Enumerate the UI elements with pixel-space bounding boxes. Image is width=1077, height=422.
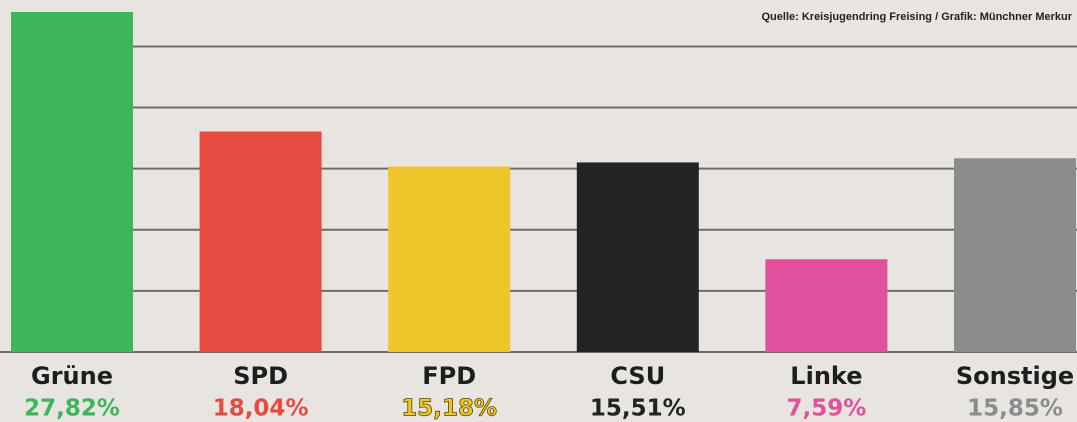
value-label: 7,59% [787, 396, 867, 422]
bar [765, 259, 888, 352]
value-label: 18,04% [213, 396, 309, 422]
category-label: FPD [422, 362, 476, 390]
bar [11, 11, 133, 352]
category-label: Grüne [31, 362, 113, 390]
category-label: SPD [233, 362, 288, 390]
value-label: 27,82% [24, 396, 120, 422]
bar [954, 158, 1076, 352]
category-label: Sonstige [956, 362, 1074, 390]
category-label: CSU [610, 362, 665, 390]
value-label: 15,51% [590, 396, 686, 422]
bar [388, 166, 511, 352]
value-label: 15,18% [401, 396, 497, 422]
source-note: Quelle: Kreisjugendring Freising / Grafi… [762, 11, 1073, 23]
category-label: Linke [790, 362, 862, 390]
bar [199, 131, 322, 352]
bar [576, 162, 699, 352]
value-label: 15,85% [967, 396, 1063, 422]
